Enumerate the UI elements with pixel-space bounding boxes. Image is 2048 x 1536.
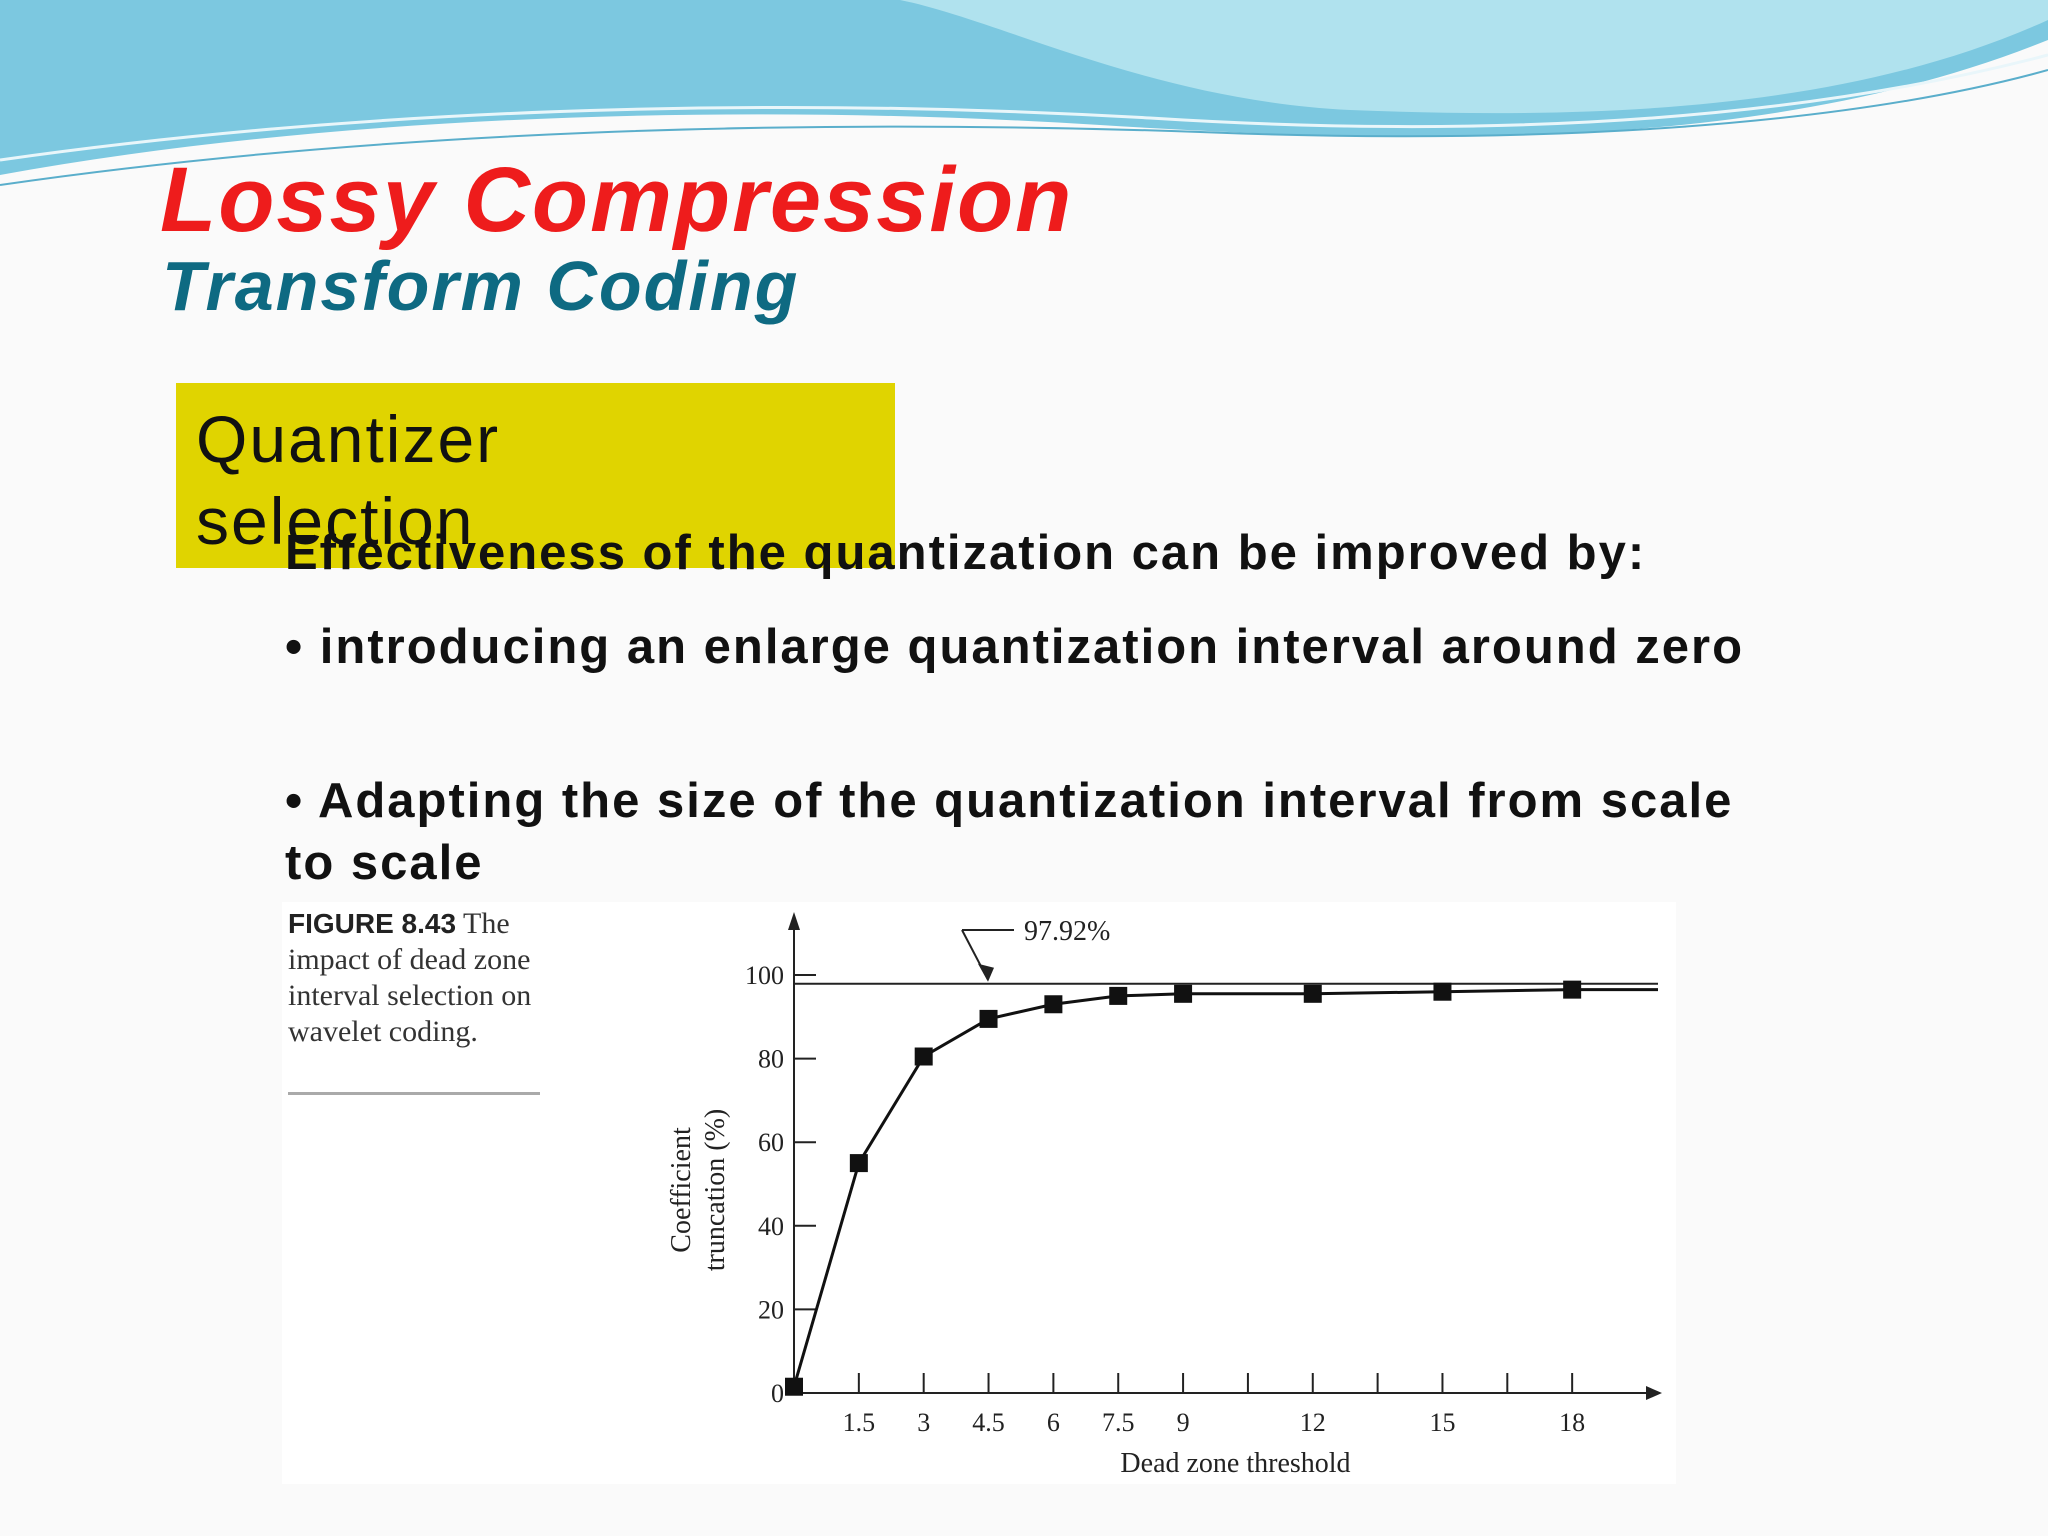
figure-caption-text: The impact of dead zone interval selecti…: [288, 907, 532, 1048]
section-label: Quantizer selection: [196, 402, 501, 558]
wave-light: [900, 0, 2048, 114]
wave-highlight: [0, 53, 2048, 162]
intro-text: Effectiveness of the quantization can be…: [285, 526, 1647, 580]
slide-title: Lossy Compression: [160, 149, 1074, 251]
bullet-item: • introducing an enlarge quantization in…: [285, 620, 1745, 674]
section-label-box: [176, 383, 895, 568]
figure-id: FIGURE 8.43: [288, 908, 457, 939]
bullet-item: • Adapting the size of the quantization …: [285, 774, 1734, 890]
caption-rule: [288, 1092, 540, 1095]
wave-highlight-2: [0, 69, 2048, 186]
slide-subtitle: Transform Coding: [162, 247, 800, 325]
header-waves: [0, 0, 2048, 186]
figure-caption: FIGURE 8.43 The impact of dead zone inte…: [288, 906, 558, 1050]
